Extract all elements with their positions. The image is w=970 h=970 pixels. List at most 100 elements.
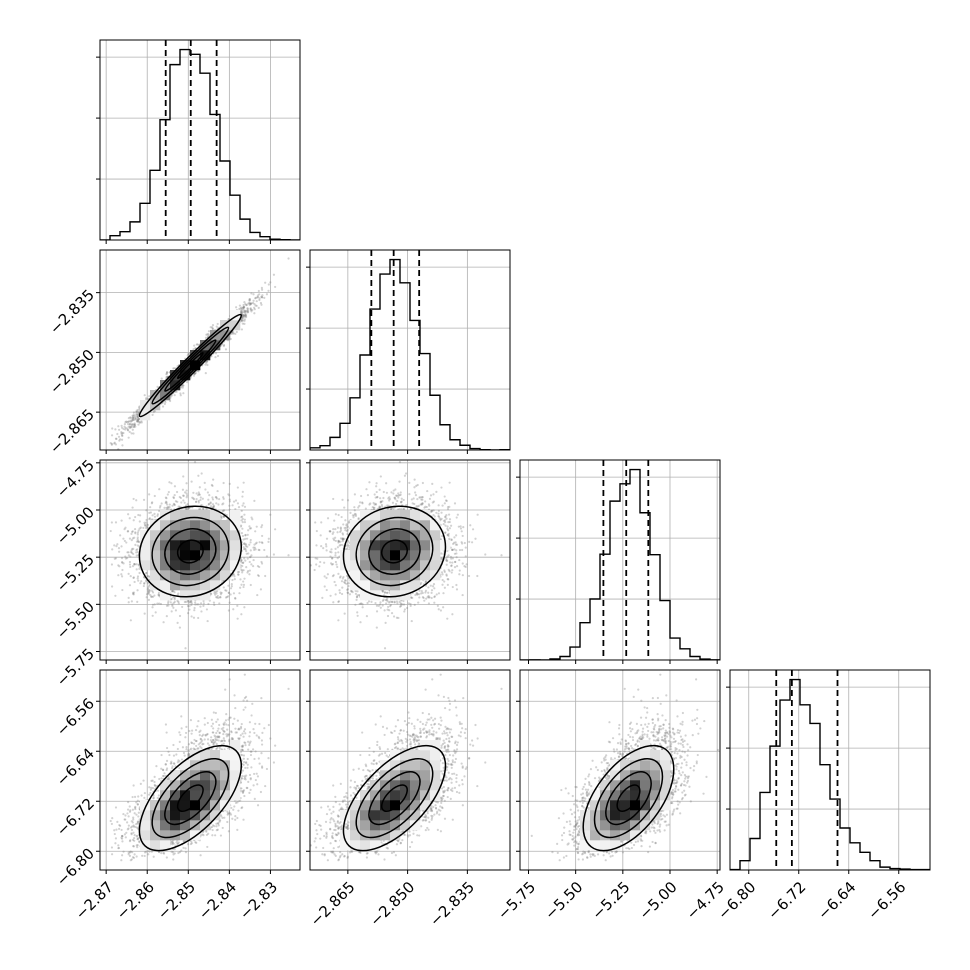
sample-point — [354, 514, 358, 518]
sample-point — [213, 591, 216, 595]
density-cell — [230, 770, 241, 781]
sample-point — [356, 611, 359, 614]
sample-point — [625, 742, 628, 746]
sample-point — [264, 281, 267, 284]
sample-point — [376, 743, 379, 747]
sample-point — [88, 575, 90, 577]
sample-point — [575, 804, 578, 807]
sample-point — [339, 807, 342, 810]
density-cell — [200, 820, 211, 831]
sample-point — [399, 605, 402, 608]
sample-point — [338, 809, 341, 812]
sample-point — [249, 541, 252, 544]
density-cell — [360, 590, 371, 601]
sample-point — [223, 721, 226, 724]
sample-point — [387, 755, 390, 759]
sample-point — [456, 513, 459, 516]
sample-point — [681, 796, 684, 800]
density-cell — [400, 530, 411, 541]
sample-point — [353, 493, 356, 496]
sample-point — [397, 738, 400, 741]
sample-point — [430, 732, 433, 736]
sample-point — [446, 555, 449, 558]
sample-point — [672, 793, 675, 796]
sample-point — [632, 695, 635, 698]
sample-point — [429, 808, 433, 811]
sample-point — [673, 808, 676, 811]
sample-point — [432, 719, 435, 722]
sample-point — [680, 782, 683, 785]
sample-point — [330, 557, 334, 560]
sample-point — [127, 853, 130, 856]
sample-point — [127, 554, 130, 557]
sample-point — [218, 736, 221, 739]
sample-point — [652, 734, 655, 737]
sample-point — [219, 834, 223, 837]
sample-point — [227, 812, 231, 815]
density-cell — [380, 520, 391, 531]
sample-point — [241, 749, 244, 752]
sample-point — [171, 765, 174, 768]
sample-point — [423, 727, 426, 730]
sample-point — [459, 735, 462, 738]
sample-point — [339, 825, 342, 829]
sample-point — [130, 426, 133, 429]
sample-point — [263, 548, 266, 552]
sample-point — [230, 731, 233, 734]
sample-point — [195, 500, 198, 503]
sample-point — [132, 418, 135, 422]
sample-point — [126, 530, 130, 533]
sample-point — [214, 356, 217, 359]
sample-point — [451, 569, 454, 572]
sample-point — [679, 784, 683, 787]
sample-point — [427, 586, 430, 589]
sample-point — [233, 575, 236, 578]
sample-point — [334, 825, 337, 828]
sample-point — [455, 534, 458, 537]
sample-point — [245, 786, 248, 789]
density-cell — [380, 760, 391, 771]
sample-point — [151, 603, 155, 606]
sample-point — [198, 734, 201, 737]
sample-point — [386, 597, 389, 600]
sample-point — [369, 770, 372, 773]
sample-point — [641, 733, 644, 736]
density-cell — [170, 810, 181, 821]
sample-point — [196, 747, 199, 750]
sample-point — [602, 773, 605, 776]
sample-point — [179, 386, 183, 389]
sample-point — [576, 799, 579, 802]
density-cell — [390, 760, 401, 771]
sample-point — [260, 286, 264, 290]
sample-point — [184, 491, 187, 494]
sample-point — [446, 559, 449, 563]
sample-point — [207, 498, 210, 501]
sample-point — [149, 788, 153, 791]
sample-point — [650, 826, 653, 829]
sample-point — [611, 737, 615, 740]
sample-point — [674, 748, 677, 752]
sample-point — [211, 828, 214, 832]
sample-point — [366, 787, 369, 791]
sample-point — [333, 580, 336, 584]
sample-point — [662, 723, 665, 726]
sample-point — [272, 553, 276, 556]
sample-point — [183, 754, 186, 757]
sample-point — [248, 573, 251, 576]
sample-point — [398, 732, 401, 735]
sample-point — [604, 859, 607, 862]
sample-point — [234, 596, 237, 600]
sample-point — [136, 419, 139, 422]
sample-point — [185, 507, 188, 510]
sample-point — [632, 748, 635, 751]
sample-point — [180, 385, 184, 388]
sample-point — [121, 432, 124, 435]
sample-point — [194, 603, 197, 606]
density-cell — [430, 770, 441, 781]
sample-point — [221, 740, 224, 743]
sample-point — [136, 415, 139, 418]
sample-point — [376, 496, 379, 499]
sample-point — [381, 604, 384, 607]
sample-point — [121, 840, 124, 843]
contour-2-1-0 — [380, 539, 408, 564]
